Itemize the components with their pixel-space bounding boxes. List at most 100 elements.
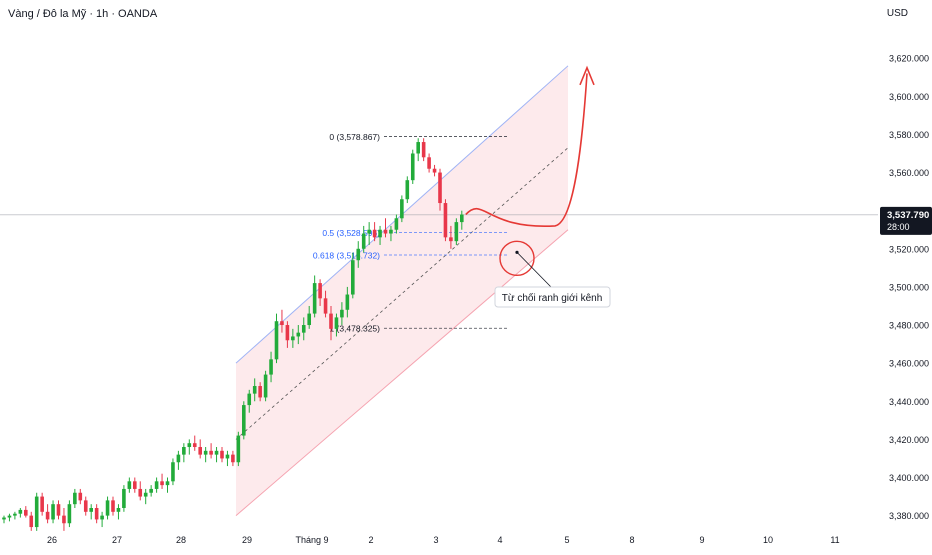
price-axis[interactable]: 3,380.000 3,400.000 3,420.000 3,440.000 3,46…	[880, 54, 932, 521]
time-tick-label: 29	[242, 535, 252, 545]
candle	[329, 305, 333, 341]
candle-body	[160, 481, 164, 486]
candle	[154, 477, 159, 493]
candle-body	[143, 492, 148, 497]
candle	[274, 313, 279, 364]
candle-body	[389, 229, 393, 234]
channel-fill	[236, 65, 568, 516]
candle-body	[460, 214, 464, 223]
candle-body	[252, 386, 257, 394]
candle-body	[149, 488, 153, 493]
parallel-channel[interactable]	[235, 65, 569, 517]
candle-body	[258, 386, 262, 398]
candle	[100, 511, 104, 528]
candle-body	[410, 153, 415, 181]
candle-body	[231, 454, 235, 463]
candle-body	[432, 168, 437, 173]
annotation-leader	[516, 252, 552, 288]
candle-body	[83, 500, 88, 512]
candle-body	[383, 229, 388, 234]
candle	[291, 328, 295, 348]
candle	[105, 496, 110, 520]
candle	[160, 473, 164, 489]
candle	[258, 382, 262, 402]
candle-body	[312, 283, 317, 314]
candle-body	[329, 313, 333, 329]
rejection-circle[interactable]	[499, 240, 535, 277]
candle-body	[171, 462, 175, 482]
channel-midline[interactable]	[235, 147, 569, 440]
candle-body	[454, 222, 459, 242]
candle	[122, 485, 126, 512]
candle-body	[356, 248, 361, 261]
candle-body	[351, 260, 355, 295]
projection-path[interactable]	[465, 73, 588, 227]
candle	[416, 138, 420, 162]
candle	[198, 439, 202, 459]
candle-body	[318, 283, 322, 299]
candle-body	[182, 447, 186, 455]
candle	[383, 218, 388, 238]
candle-body	[89, 508, 93, 512]
candle-body	[220, 450, 224, 459]
candle	[111, 496, 115, 516]
candle	[400, 195, 404, 223]
candle	[182, 443, 186, 463]
candle	[62, 508, 66, 531]
time-tick-label: 5	[564, 535, 569, 545]
channel-lower-line[interactable]	[235, 229, 569, 517]
candle-body	[56, 504, 61, 516]
candle-body	[105, 500, 110, 516]
candle	[176, 450, 181, 470]
annotation-group[interactable]: Từ chối ranh giới kênh	[494, 240, 611, 308]
candle-body	[138, 488, 143, 497]
candle	[187, 439, 192, 455]
candle-body	[187, 443, 192, 448]
candle	[334, 313, 339, 337]
time-tick-label: 28	[176, 535, 186, 545]
candle-body	[269, 359, 273, 375]
candle	[263, 370, 268, 402]
candle	[138, 481, 143, 501]
candle-body	[323, 298, 328, 314]
price-tick-label: 3,500.000	[889, 282, 929, 292]
candle-body	[301, 325, 306, 333]
candle	[351, 252, 355, 299]
candle	[67, 500, 72, 528]
price-tick-label: 3,520.000	[889, 244, 929, 254]
currency-label: USD	[886, 8, 908, 19]
projection-arrow[interactable]	[465, 65, 595, 227]
candle	[432, 164, 437, 177]
candle-body	[34, 496, 39, 528]
price-tick-label: 3,480.000	[889, 321, 929, 331]
last-price-tag	[880, 206, 932, 235]
candle	[203, 447, 208, 463]
candle	[51, 500, 55, 524]
fib-label: 1 (3,478.325)	[329, 324, 380, 334]
candle	[247, 389, 252, 413]
time-tick-label: 4	[497, 535, 502, 545]
candle	[220, 447, 224, 463]
candle	[427, 153, 431, 173]
candle	[192, 435, 197, 451]
time-tick-label: 10	[763, 535, 773, 545]
price-tick-label: 3,620.000	[889, 54, 929, 64]
candle-body	[416, 142, 420, 154]
candle-body	[176, 454, 181, 463]
candle-body	[111, 500, 115, 512]
price-tick-label: 3,400.000	[889, 473, 929, 483]
candle	[367, 222, 371, 245]
fib-label: 0.5 (3,528.596)	[322, 228, 380, 238]
candle	[165, 477, 170, 493]
time-tick-label: 11	[830, 535, 839, 545]
candle	[323, 290, 328, 318]
candle-body	[361, 233, 366, 249]
time-axis[interactable]: 26 27 28 29 Tháng 9 2 3 4 5 8 9 10 11	[47, 535, 840, 545]
candle	[410, 149, 415, 184]
symbol-title[interactable]: Vàng / Đô la Mỹ · 1h · OANDA	[8, 8, 158, 20]
candle	[236, 431, 241, 467]
candle-body	[225, 454, 230, 459]
bar-countdown: 28:00	[887, 222, 910, 232]
